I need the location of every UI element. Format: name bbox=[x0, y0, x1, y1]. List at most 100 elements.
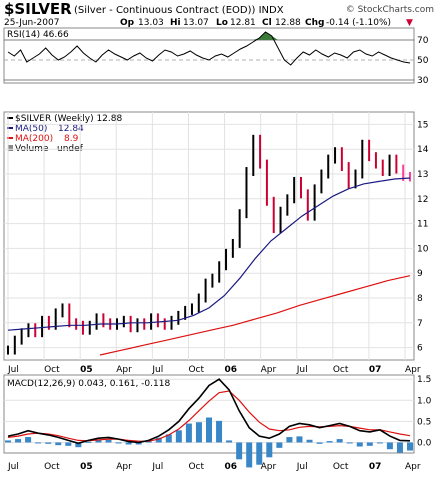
macd-x-tick: Apr bbox=[116, 462, 132, 472]
price-x-tick: Oct bbox=[44, 365, 60, 375]
price-x-tick: Oct bbox=[333, 365, 349, 375]
macd-hist-bar bbox=[306, 439, 313, 443]
macd-x-tick: 05 bbox=[80, 462, 93, 472]
macd-hist-bar bbox=[276, 442, 283, 448]
price-x-tick: Oct bbox=[188, 365, 204, 375]
macd-hist-bar bbox=[165, 434, 172, 443]
macd-hist-bar bbox=[266, 442, 273, 458]
macd-hist-bar bbox=[296, 436, 303, 443]
macd-x-tick: Jul bbox=[151, 462, 163, 472]
macd-hist-bar bbox=[396, 442, 403, 453]
price-y-tick: 11 bbox=[417, 220, 428, 230]
macd-hist-bar bbox=[286, 437, 293, 443]
macd-hist-bar bbox=[115, 442, 122, 444]
macd-hist-bar bbox=[376, 442, 383, 444]
high-label: Hi bbox=[170, 18, 181, 28]
ma50-legend-value: 12.84 bbox=[58, 124, 84, 134]
change-value: -0.14 (-1.10%) bbox=[326, 18, 391, 28]
ma200-line bbox=[99, 275, 411, 356]
open-label: Op bbox=[120, 18, 135, 28]
price-y-tick: 7 bbox=[417, 319, 423, 329]
price-x-tick: Jul bbox=[151, 365, 163, 375]
price-x-tick: 07 bbox=[369, 365, 382, 375]
macd-x-tick: Oct bbox=[333, 462, 349, 472]
macd-hist-bar bbox=[155, 437, 162, 443]
ma200-legend-value: 8.9 bbox=[64, 134, 79, 144]
low-value: 12.81 bbox=[230, 18, 256, 28]
macd-hist-bar bbox=[125, 442, 132, 445]
macd-hist-bar bbox=[206, 417, 212, 443]
macd-hist-bar bbox=[5, 440, 11, 443]
price-legend-text: $SILVER (Weekly) 12.88 bbox=[15, 114, 122, 124]
down-arrow-icon: ▼ bbox=[406, 18, 413, 28]
price-y-tick: 13 bbox=[417, 170, 428, 180]
rsi-legend: RSI(14) 46.66 bbox=[7, 30, 69, 40]
ma200-legend-name: MA(200) bbox=[15, 134, 53, 144]
macd-x-tick: 07 bbox=[369, 462, 382, 472]
close-value: 12.88 bbox=[275, 18, 301, 28]
macd-hist-bar bbox=[366, 442, 373, 446]
price-y-tick: 14 bbox=[417, 145, 429, 155]
price-y-tick: 6 bbox=[417, 344, 423, 354]
price-y-tick: 12 bbox=[417, 195, 428, 205]
macd-y-tick: 0.5 bbox=[417, 417, 431, 427]
macd-x-tick: Apr bbox=[405, 462, 421, 472]
rsi-panel bbox=[3, 27, 415, 84]
macd-line bbox=[7, 378, 411, 445]
macd-x-tick: Jul bbox=[7, 462, 19, 472]
macd-plot bbox=[4, 378, 414, 468]
macd-x-tick: Apr bbox=[261, 462, 277, 472]
macd-x-tick: Jul bbox=[296, 462, 308, 472]
price-x-tick: 05 bbox=[80, 365, 93, 375]
macd-hist-bar bbox=[135, 442, 142, 445]
macd-hist-bar bbox=[95, 439, 102, 443]
price-x-tick: Apr bbox=[116, 365, 132, 375]
macd-hist-bar bbox=[326, 441, 333, 443]
macd-hist-bar bbox=[175, 430, 182, 443]
rsi-line bbox=[7, 31, 411, 66]
macd-y-tick: 1.0 bbox=[417, 396, 432, 406]
price-y-tick: 9 bbox=[417, 269, 423, 279]
rsi-y-tick: 70 bbox=[417, 36, 429, 46]
macd-hist-bar bbox=[25, 437, 32, 443]
macd-hist-bar bbox=[246, 442, 253, 468]
macd-hist-bar bbox=[105, 439, 112, 443]
price-x-tick: Apr bbox=[405, 365, 421, 375]
macd-hist-bar bbox=[85, 441, 92, 443]
low-label: Lo bbox=[216, 18, 228, 28]
macd-hist-bar bbox=[236, 442, 243, 460]
close-label: Cl bbox=[262, 18, 272, 28]
price-plot bbox=[4, 112, 414, 360]
chart-date: 25-Jun-2007 bbox=[4, 18, 59, 28]
price-x-tick: Jul bbox=[296, 365, 308, 375]
macd-hist-bar bbox=[65, 442, 72, 446]
macd-y-tick: 0.0 bbox=[417, 438, 432, 448]
axes: 70 50 30 6 7 8 9 10 11 12 13 14 15 1.5 1.0 0.5 0.0 Jul Oct… bbox=[7, 36, 432, 472]
macd-hist-bar bbox=[15, 439, 22, 443]
macd-hist-bar bbox=[356, 442, 363, 447]
macd-hist-bar bbox=[346, 442, 353, 444]
macd-legend-text: MACD(12,26,9) 0.043, 0.161, -0.118 bbox=[7, 379, 170, 389]
macd-signal-line bbox=[7, 390, 411, 442]
macd-hist-bar bbox=[185, 423, 192, 443]
macd-x-tick: 06 bbox=[225, 462, 238, 472]
rsi-y-tick: 30 bbox=[417, 76, 429, 86]
open-value: 13.03 bbox=[138, 18, 164, 28]
volume-legend-swatch bbox=[8, 145, 13, 151]
rsi-y-tick: 50 bbox=[417, 56, 429, 66]
macd-x-tick: Oct bbox=[188, 462, 204, 472]
macd-y-tick: 1.5 bbox=[417, 375, 431, 385]
symbol-description: (Silver - Continuous Contract (EOD)) IND… bbox=[74, 5, 284, 16]
ma50-line bbox=[7, 177, 411, 331]
watermark: © StockCharts.com bbox=[346, 5, 434, 15]
price-x-tick: Jul bbox=[7, 365, 19, 375]
macd-hist-bar bbox=[195, 422, 202, 443]
ma50-legend-name: MA(50) bbox=[15, 124, 47, 134]
macd-hist-bar bbox=[226, 440, 233, 443]
price-panel bbox=[3, 111, 415, 361]
change-label: Chg bbox=[305, 18, 324, 28]
price-x-tick: 06 bbox=[225, 365, 238, 375]
macd-x-tick: Oct bbox=[44, 462, 60, 472]
price-y-tick: 10 bbox=[417, 244, 429, 254]
